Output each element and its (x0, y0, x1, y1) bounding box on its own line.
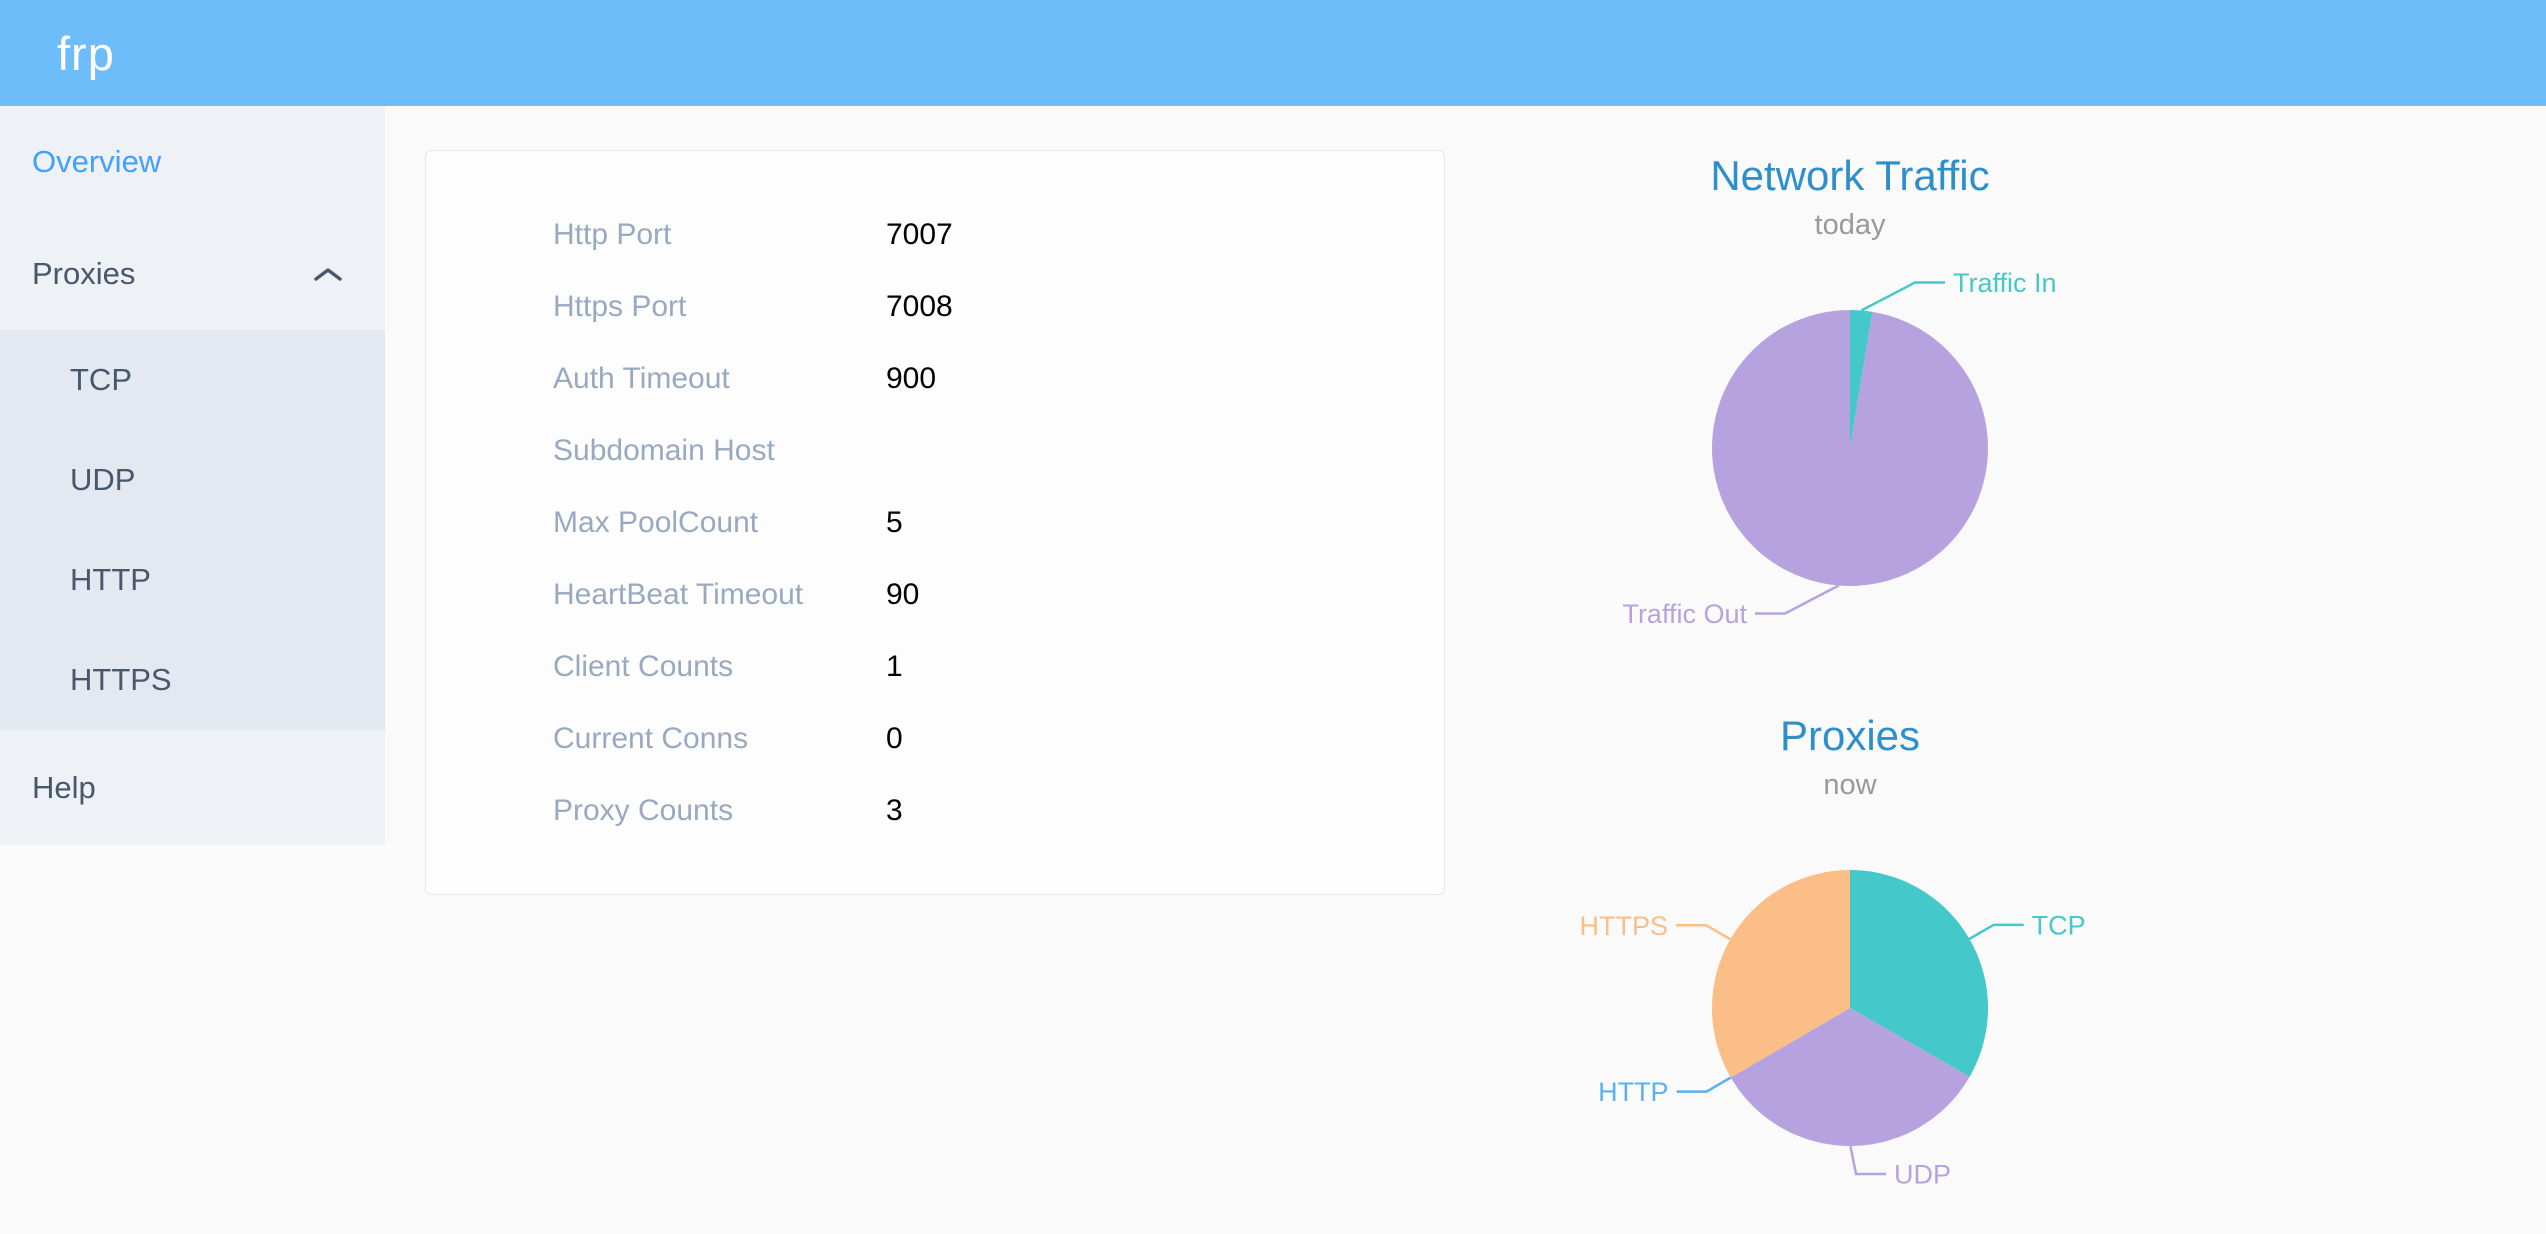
sidebar-item-proxies[interactable]: Proxies (0, 218, 385, 330)
chart-subtitle-now: now (1823, 769, 1877, 801)
pie-slice-traffic-in[interactable] (1850, 310, 1873, 448)
pie-label-udp: UDP (1894, 1159, 1951, 1189)
table-row: Subdomain Host (426, 415, 1444, 487)
pie-slice-https[interactable] (1712, 870, 1850, 1078)
table-row: HeartBeat Timeout 90 (426, 559, 1444, 631)
pie-label-line-traffic-in (1860, 281, 1945, 312)
network-traffic-pie-chart[interactable]: Traffic In Traffic Out (1540, 248, 2160, 668)
row-label: Https Port (553, 290, 687, 323)
table-row: Proxy Counts 3 (426, 775, 1444, 847)
chevron-up-icon (313, 256, 343, 292)
proxies-submenu: TCP UDP HTTP HTTPS (0, 330, 385, 730)
row-label: HeartBeat Timeout (553, 578, 804, 611)
sidebar-item-label: HTTPS (70, 662, 172, 697)
row-label: Proxy Counts (553, 794, 734, 827)
row-value: 90 (886, 578, 920, 611)
sidebar-item-tcp[interactable]: TCP (0, 330, 385, 430)
pie-slice-tcp[interactable] (1850, 870, 1988, 1077)
table-row: Client Counts 1 (426, 631, 1444, 703)
charts-column: Network Traffic today Traffic In Traffic … (1540, 106, 2160, 1234)
sidebar-item-label: Help (32, 769, 96, 805)
table-row: Current Conns 0 (426, 703, 1444, 775)
proxies-pie-chart[interactable]: TCP UDP HTTP HTTPS (1540, 808, 2160, 1228)
sidebar-item-help[interactable]: Help (0, 730, 385, 845)
sidebar-item-label: TCP (70, 362, 132, 397)
row-value: 1 (886, 650, 903, 683)
row-label: Client Counts (553, 650, 734, 683)
row-label: Current Conns (553, 722, 749, 755)
chart-title-network-traffic: Network Traffic (1710, 152, 1990, 199)
sidebar-item-label: Proxies (32, 256, 136, 291)
chart-subtitle-today: today (1814, 209, 1886, 241)
overview-card: Http Port 7007 Https Port 7008 Auth Time… (425, 150, 1445, 895)
pie-label-traffic-in: Traffic In (1953, 268, 2057, 298)
sidebar-item-http[interactable]: HTTP (0, 530, 385, 630)
pie-label-line-traffic-out (1755, 584, 1840, 615)
pie-label-traffic-out: Traffic Out (1622, 599, 1747, 629)
sidebar-item-https[interactable]: HTTPS (0, 630, 385, 730)
pie-slice-udp[interactable] (1730, 1008, 1970, 1146)
sidebar-item-label: Overview (32, 144, 162, 179)
pie-label-https: HTTPS (1580, 911, 1669, 941)
row-value: 3 (886, 794, 903, 827)
row-value: 7007 (886, 218, 953, 251)
pie-label-line-https (1676, 924, 1731, 941)
sidebar-item-overview[interactable]: Overview (0, 106, 385, 218)
table-row: Http Port 7007 (426, 199, 1444, 271)
sidebar-item-label: HTTP (70, 562, 151, 597)
row-label: Max PoolCount (553, 506, 759, 539)
row-label: Subdomain Host (553, 434, 775, 467)
pie-slice-traffic-out[interactable] (1712, 310, 1988, 586)
sidebar-item-label: UDP (70, 462, 136, 497)
pie-label-line-udp (1849, 1145, 1886, 1176)
row-value: 0 (886, 722, 903, 755)
table-row: Max PoolCount 5 (426, 487, 1444, 559)
sidebar-item-udp[interactable]: UDP (0, 430, 385, 530)
header-bar: frp (0, 0, 2546, 106)
table-row: Https Port 7008 (426, 271, 1444, 343)
row-value: 5 (886, 506, 903, 539)
pie-label-line-tcp (1968, 923, 2024, 940)
pie-label-tcp: TCP (2032, 910, 2086, 940)
chart-title-proxies: Proxies (1779, 712, 1921, 759)
app-logo: frp (57, 26, 115, 80)
row-label: Http Port (553, 218, 672, 251)
row-value: 7008 (886, 290, 953, 323)
pie-label-http: HTTP (1598, 1077, 1669, 1107)
pie-label-line-http (1676, 1076, 1732, 1093)
row-label: Auth Timeout (553, 362, 730, 395)
table-row: Auth Timeout 900 (426, 343, 1444, 415)
row-value: 900 (886, 362, 937, 395)
sidebar: Overview Proxies TCP UDP HTTP HTTPS Help (0, 106, 385, 845)
